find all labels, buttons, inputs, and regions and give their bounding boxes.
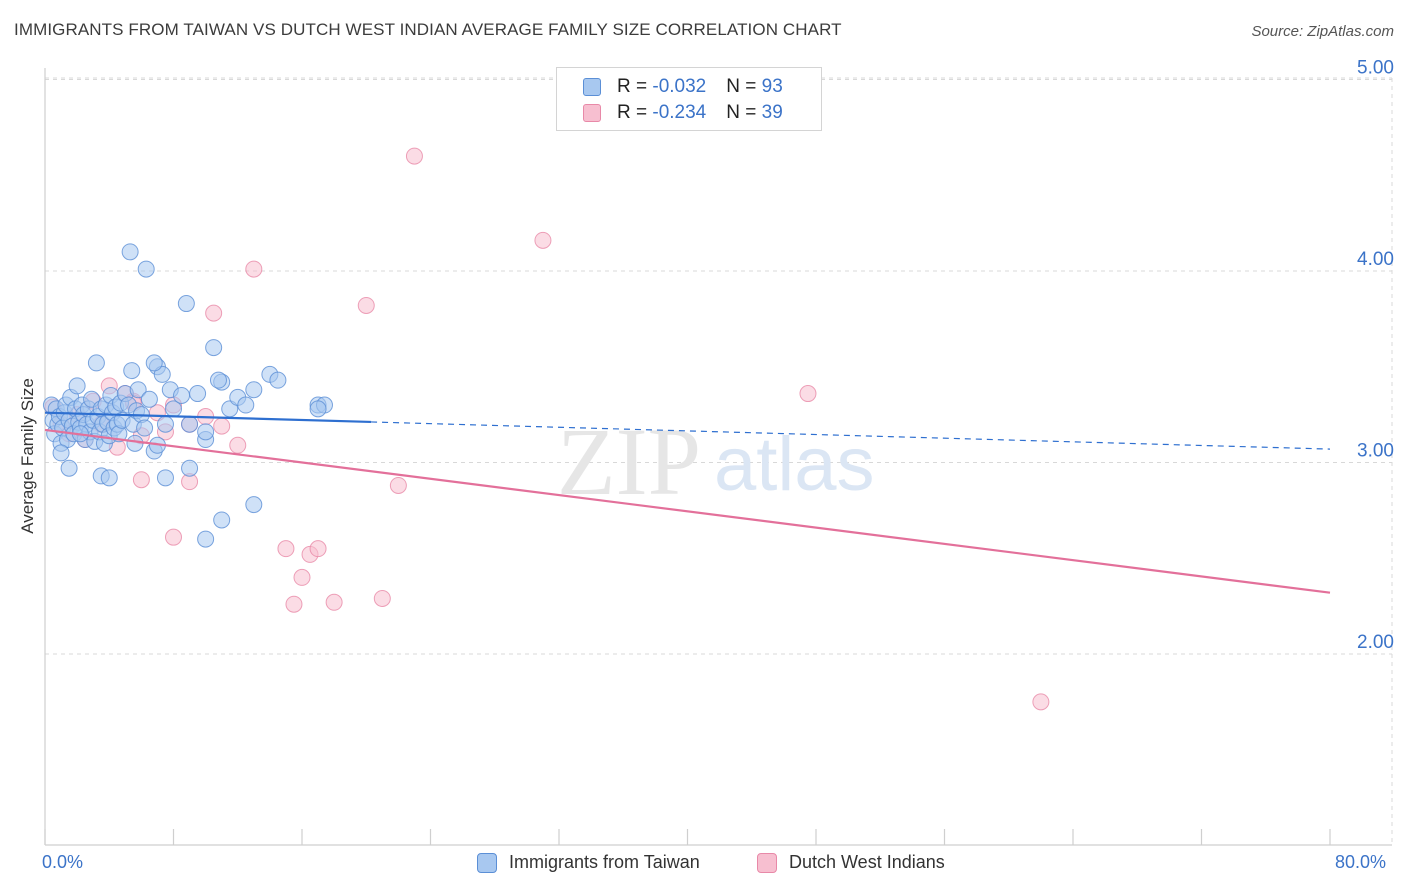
x-tick-label-min: 0.0% — [42, 852, 84, 872]
series-legend: Immigrants from Taiwan Dutch West Indian… — [0, 852, 1406, 878]
dutch-point — [325, 593, 343, 611]
dutch-point — [389, 476, 407, 494]
dutch-point — [309, 540, 327, 558]
legend-n-label: N = — [726, 76, 762, 97]
taiwan-point — [156, 469, 174, 487]
watermark-zip: ZIP — [557, 408, 701, 515]
taiwan-point — [209, 371, 227, 389]
dutch-point — [245, 260, 263, 278]
dutch-point — [534, 231, 552, 249]
legend-swatch-dutch — [583, 104, 601, 122]
y-axis-title: Average Family Size — [18, 378, 37, 534]
taiwan-point — [156, 415, 174, 433]
chart-title: IMMIGRANTS FROM TAIWAN VS DUTCH WEST IND… — [14, 20, 842, 39]
taiwan-point — [177, 295, 195, 313]
taiwan-point — [100, 469, 118, 487]
legend-swatch-taiwan — [583, 78, 601, 96]
correlation-legend: R = -0.032 N = 93 R = -0.234 N = 39 — [556, 67, 822, 131]
legend-n-label: N = — [726, 102, 762, 123]
legend-label-dutch: Dutch West Indians — [789, 852, 945, 872]
watermark: ZIP atlas — [557, 408, 875, 515]
taiwan-point — [60, 459, 78, 477]
legend-r-label: R = — [617, 76, 653, 97]
dutch-point — [1032, 693, 1050, 711]
taiwan-point — [52, 444, 70, 462]
y-tick-label: 5.00 — [1357, 58, 1394, 79]
x-tick-label-max: 80.0% — [1335, 852, 1387, 872]
taiwan-point — [197, 423, 215, 441]
taiwan-point — [245, 381, 263, 399]
legend-r-value: -0.032 — [652, 76, 707, 97]
taiwan-point — [205, 339, 223, 357]
taiwan-point — [145, 354, 163, 372]
taiwan-point — [309, 400, 327, 418]
legend-item-dutch[interactable]: Dutch West Indians — [757, 852, 945, 873]
dutch-point — [405, 147, 423, 165]
taiwan-point — [245, 496, 263, 514]
taiwan-point — [123, 362, 141, 380]
dutch-point — [205, 304, 223, 322]
taiwan-point — [153, 365, 171, 383]
taiwan-point — [237, 396, 255, 414]
legend-r-label: R = — [617, 102, 653, 123]
dutch-trend-line — [44, 428, 1331, 594]
legend-row-dutch: R = -0.234 N = 39 — [583, 102, 783, 124]
legend-row-taiwan: R = -0.032 N = 93 — [583, 76, 783, 98]
dutch-point — [799, 385, 817, 403]
dutch-point — [132, 471, 150, 489]
taiwan-trend-line — [44, 411, 372, 424]
taiwan-point — [269, 371, 287, 389]
dutch-point — [357, 296, 375, 314]
dutch-point — [277, 540, 295, 558]
taiwan-point — [68, 377, 86, 395]
legend-n-value: 39 — [761, 102, 783, 123]
dutch-point — [285, 595, 303, 613]
legend-r-value: -0.234 — [652, 102, 707, 123]
taiwan-point — [137, 260, 155, 278]
legend-n-value: 93 — [761, 76, 783, 97]
taiwan-point — [197, 530, 215, 548]
taiwan-point — [181, 459, 199, 477]
taiwan-point — [87, 354, 105, 372]
taiwan-point — [140, 390, 158, 408]
y-tick-label: 2.00 — [1357, 632, 1394, 653]
y-tick-label: 4.00 — [1357, 249, 1394, 270]
taiwan-point — [189, 385, 207, 403]
legend-item-taiwan[interactable]: Immigrants from Taiwan — [477, 852, 700, 873]
y-tick-label: 3.00 — [1357, 441, 1394, 462]
trend-lines — [44, 411, 1331, 594]
taiwan-point — [213, 511, 231, 529]
watermark-atlas: atlas — [714, 422, 875, 507]
dutch-point — [165, 528, 182, 546]
taiwan-point — [181, 415, 199, 433]
dutch-point — [229, 436, 247, 454]
taiwan-point — [136, 419, 154, 437]
axes — [44, 68, 1392, 846]
taiwan-point — [126, 434, 144, 452]
taiwan-point — [121, 243, 139, 261]
taiwan-points — [42, 243, 333, 548]
dutch-point — [213, 417, 231, 435]
taiwan-point — [173, 386, 191, 404]
taiwan-trend-extension — [371, 421, 1331, 450]
legend-swatch-dutch — [757, 852, 777, 873]
legend-swatch-taiwan — [477, 852, 497, 873]
taiwan-point — [129, 381, 147, 399]
dutch-point — [373, 589, 391, 607]
legend-label-taiwan: Immigrants from Taiwan — [509, 852, 700, 872]
y-tick-labels: 2.00 3.00 4.00 5.00 — [1357, 58, 1394, 654]
source-label: Source: ZipAtlas.com — [1251, 23, 1394, 40]
dutch-point — [293, 568, 311, 586]
